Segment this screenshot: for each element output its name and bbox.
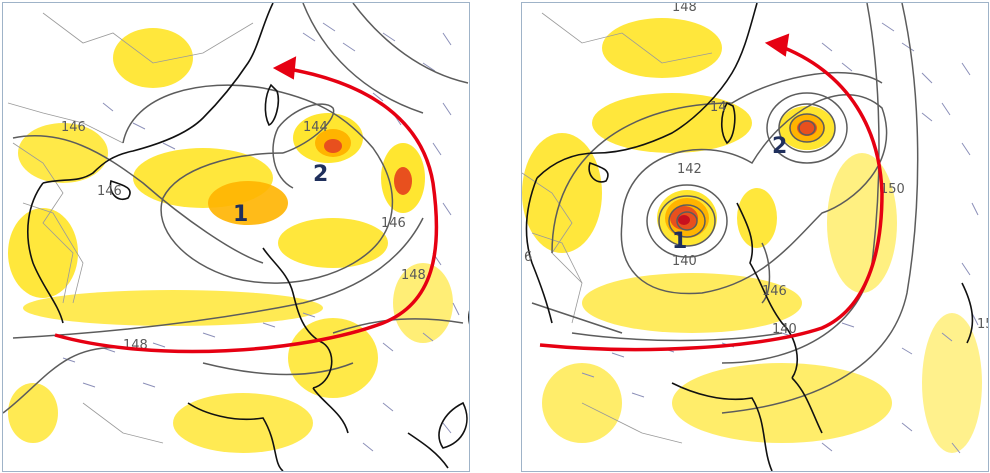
contour-label: 148 [401,268,426,283]
map-canvas-right: 148 142 14 140 150 146 140 6 15 1 2 [522,3,988,471]
political-borders [522,12,713,444]
contour-label: 146 [381,216,406,231]
contour-label: 150 [880,182,905,197]
political-borders [7,12,254,444]
coastline [27,3,469,471]
contour-label: 140 [772,322,797,337]
contour-label: 146 [61,120,86,135]
storm-label-2: 2 [313,162,328,187]
precipitation-field [522,18,982,453]
map-canvas-left: 146 146 144 146 148 148 1 2 [3,3,469,471]
coastline [525,3,974,471]
contour-label: 15 [977,317,988,332]
map-panel-right: 148 142 14 140 150 146 140 6 15 1 2 [521,2,989,472]
precipitation-field [8,28,453,453]
typhoon-track-arrow [539,33,884,352]
contour-label: 144 [303,120,328,135]
storm-label-1: 1 [233,202,248,227]
contour-label: 6 [524,250,532,265]
contour-label: 146 [97,184,122,199]
contour-label: 140 [672,254,697,269]
isobar-contours [3,3,469,414]
wind-barbs [62,22,460,452]
contour-label: 142 [677,162,702,177]
contour-label: 146 [762,284,787,299]
typhoon-track-arrow [54,56,439,354]
storm-label-2: 2 [772,134,787,159]
contour-label: 14 [710,100,727,115]
map-panel-left: 146 146 144 146 148 148 1 2 [2,2,470,472]
contour-label: 148 [672,3,697,15]
storm-label-1: 1 [672,229,687,254]
